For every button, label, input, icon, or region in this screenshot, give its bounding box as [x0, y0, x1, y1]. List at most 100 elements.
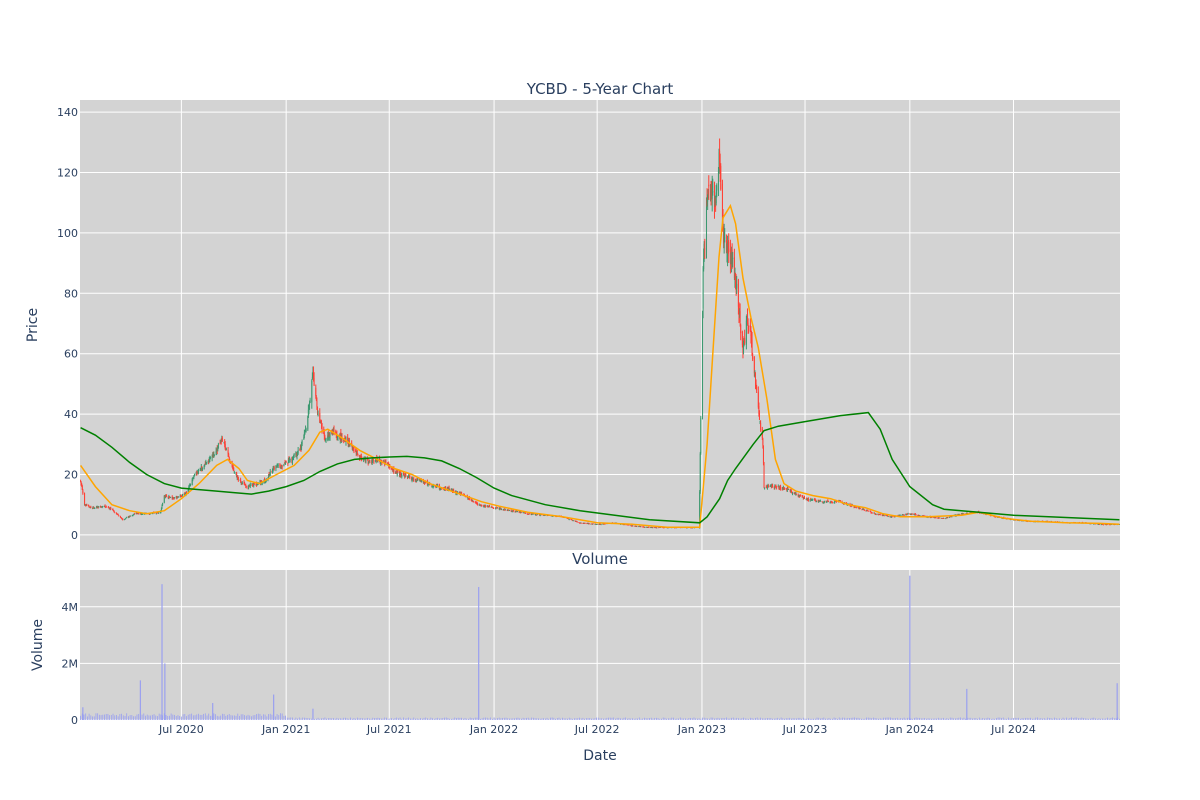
- chart-title: YCBD - 5-Year Chart: [526, 80, 674, 98]
- candle-body-down: [391, 467, 393, 469]
- volume-bar: [532, 717, 534, 720]
- volume-bar: [418, 718, 420, 720]
- candle-body-down: [467, 497, 469, 499]
- candle-body-down: [578, 522, 580, 524]
- candle-body-up: [1101, 524, 1103, 525]
- candle-body-down: [240, 479, 242, 483]
- candle-body-down: [886, 515, 888, 517]
- candle-body-down: [315, 397, 317, 400]
- candle-body-down: [317, 407, 319, 415]
- candle-body-down: [858, 507, 860, 508]
- volume-bar: [703, 717, 705, 720]
- candle-body-up: [103, 505, 105, 507]
- volume-bar: [488, 718, 490, 720]
- candle-body-up: [1118, 524, 1120, 525]
- candle-body-down: [766, 486, 768, 488]
- volume-y-tick-label: 4M: [62, 601, 79, 614]
- candle-body-up: [807, 498, 809, 500]
- volume-bar: [603, 718, 604, 720]
- volume-bar: [1119, 718, 1120, 720]
- candle-body-down: [164, 496, 166, 498]
- x-tick-label: Jan 2024: [885, 723, 934, 736]
- candle-body-down: [285, 461, 287, 463]
- volume-bar: [322, 718, 324, 720]
- candle-body-down: [994, 516, 996, 518]
- candle-body-up: [732, 258, 734, 259]
- candle-body-down: [773, 486, 775, 488]
- candle-body-up: [291, 457, 293, 463]
- volume-bar: [596, 717, 597, 720]
- candle-body-up: [327, 435, 329, 440]
- candle-body-down: [825, 500, 827, 502]
- volume-bar: [912, 718, 914, 720]
- candle-body-down: [755, 382, 757, 386]
- candle-body-up: [716, 185, 718, 191]
- volume-bar: [978, 717, 980, 720]
- candle-body-down: [582, 523, 584, 524]
- volume-bar: [148, 715, 150, 720]
- candle-body-up: [217, 443, 219, 448]
- candle-body-down: [893, 516, 895, 518]
- candle-body-up: [125, 517, 127, 519]
- candle-body-up: [387, 463, 389, 465]
- candle-body-down: [82, 490, 84, 494]
- volume-bar: [375, 718, 377, 720]
- candle-body-up: [193, 474, 195, 476]
- volume-bar: [367, 717, 369, 720]
- candle-body-up: [877, 514, 879, 516]
- volume-bar: [362, 718, 363, 720]
- candle-body-down: [902, 514, 904, 516]
- volume-bar: [543, 718, 545, 720]
- candle-body-down: [120, 517, 122, 519]
- volume-bar: [924, 718, 926, 720]
- candle-body-up: [552, 515, 554, 517]
- candle-body-down: [220, 441, 222, 443]
- volume-bar: [141, 714, 143, 720]
- candle-body-up: [458, 492, 460, 494]
- candle-body-up: [731, 252, 733, 262]
- candle-body-down: [129, 516, 131, 517]
- volume-bar: [356, 717, 358, 720]
- candle-body-up: [946, 517, 948, 518]
- volume-bar: [490, 717, 492, 720]
- candle-body-up: [98, 506, 100, 508]
- candle-body-down: [858, 507, 860, 509]
- candle-body-down: [335, 431, 337, 435]
- volume-bar: [280, 713, 281, 720]
- candle-body-down: [881, 514, 883, 516]
- candle-body-up: [774, 485, 776, 488]
- volume-bar: [558, 717, 560, 720]
- volume-spike-bar: [164, 663, 166, 720]
- volume-bar: [761, 718, 763, 720]
- candle-body-up: [799, 495, 801, 497]
- volume-bar: [95, 713, 97, 720]
- volume-bar: [98, 714, 100, 720]
- candle-body-up: [309, 399, 311, 403]
- volume-bar: [379, 718, 380, 720]
- x-tick-label: Jan 2022: [469, 723, 518, 736]
- candle-body-down: [172, 497, 174, 499]
- volume-bar: [548, 718, 550, 720]
- candle-body-up: [301, 444, 303, 448]
- volume-bar: [751, 718, 753, 720]
- volume-bar: [544, 718, 546, 720]
- candle-body-up: [941, 517, 943, 519]
- candle-body-down: [227, 450, 229, 454]
- price-y-tick-label: 40: [64, 408, 78, 421]
- volume-bar: [902, 718, 903, 720]
- candle-body-up: [419, 479, 421, 481]
- candle-body-down: [119, 516, 121, 518]
- candle-body-down: [640, 526, 642, 528]
- candle-body-down: [105, 506, 107, 508]
- volume-bar: [775, 718, 777, 720]
- candle-body-down: [148, 514, 150, 515]
- volume-bar: [438, 718, 440, 720]
- candle-body-down: [491, 506, 493, 508]
- volume-bar: [563, 718, 565, 720]
- volume-bar: [671, 717, 673, 720]
- candle-body-down: [790, 490, 792, 492]
- volume-bar: [825, 718, 826, 720]
- candle-body-up: [162, 503, 164, 505]
- candle-body-down: [719, 163, 721, 172]
- candle-body-down: [576, 521, 578, 523]
